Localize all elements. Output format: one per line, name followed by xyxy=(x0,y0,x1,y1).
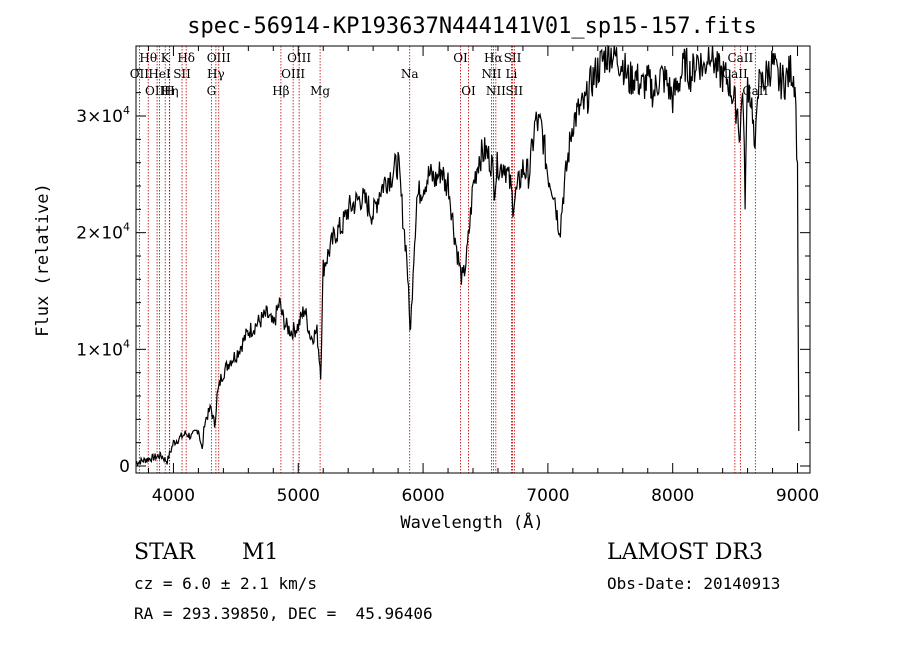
spectral-line-label: Hγ xyxy=(207,67,225,81)
spectral-line-label: SII xyxy=(505,84,523,98)
spectral-line-label: H xyxy=(164,84,174,98)
spectral-line-labels: Hθ OII OIII HeI K Hη SII H Hδ OIII Hγ G Hβ OIII OIII Mg… xyxy=(130,51,769,98)
x-tick-label: 6000 xyxy=(401,486,444,506)
x-tick-label: 4000 xyxy=(152,486,195,506)
x-tick-label: 8000 xyxy=(651,486,694,506)
plot-frame xyxy=(135,45,811,474)
redshift-value: cz = 6.0 ± 2.1 km/s xyxy=(134,574,318,593)
coordinates: RA = 293.39850, DEC = 45.96406 xyxy=(134,604,433,623)
spectral-line-label: Li xyxy=(506,67,518,81)
spectral-line-label: NII xyxy=(486,84,506,98)
observation-date: Obs-Date: 20140913 xyxy=(607,574,781,593)
object-class: STAR xyxy=(134,540,195,565)
x-tick-label: 5000 xyxy=(277,486,320,506)
spectral-line-label: Hθ xyxy=(139,51,157,65)
spectral-line-label: CaII xyxy=(727,51,753,65)
survey-name: LAMOST DR3 xyxy=(607,540,763,565)
x-tick-label: 7000 xyxy=(526,486,569,506)
spectral-line-label: OII xyxy=(130,67,150,81)
chart-title: spec-56914-KP193637N444141V01_sp15-157.f… xyxy=(187,14,757,39)
object-subclass: M1 xyxy=(242,540,279,565)
spectral-line-label: Hα xyxy=(484,51,503,65)
spectral-line-label: OIII xyxy=(281,67,305,81)
spectral-line-label: Hβ xyxy=(272,84,289,98)
spectral-line-label: K xyxy=(161,51,171,65)
spectral-line-label: Mg xyxy=(310,84,330,98)
spectral-line-label: OIII xyxy=(207,51,231,65)
spectrum-chart: spec-56914-KP193637N444141V01_sp15-157.f… xyxy=(33,14,819,533)
spectrum-series-line xyxy=(135,44,800,467)
spectral-line-label: OIII xyxy=(287,51,311,65)
y-tick-label: 0 xyxy=(119,457,130,477)
y-axis-label: Flux (relative) xyxy=(33,183,53,337)
spectral-line-label: Na xyxy=(401,67,419,81)
spectral-line-label: Hη xyxy=(161,84,179,98)
spectral-line-label: SII xyxy=(173,67,191,81)
x-axis-ticks: 4000 5000 6000 7000 8000 9000 xyxy=(147,46,819,506)
x-axis-label: Wavelength (Å) xyxy=(400,511,543,533)
spectral-line-label: HeI xyxy=(148,67,171,81)
y-axis-ticks: 0 1×104 2×104 3×104 xyxy=(76,68,810,477)
spectral-line-label: OIII xyxy=(145,84,169,98)
spectral-line-label: Hδ xyxy=(177,51,195,65)
y-tick-label: 2×104 xyxy=(76,221,130,244)
spectral-line-label: OI xyxy=(453,51,468,65)
spectral-line-label: G xyxy=(207,84,217,98)
x-tick-label: 9000 xyxy=(776,486,819,506)
spectral-line-label: NII xyxy=(481,67,501,81)
spectral-line-label: OI xyxy=(461,84,476,98)
y-tick-label: 1×104 xyxy=(76,337,130,360)
spectral-line-label: CaII xyxy=(722,67,748,81)
spectral-line-markers xyxy=(138,46,756,473)
y-tick-label: 3×104 xyxy=(76,104,130,127)
spectral-line-label: SII xyxy=(504,51,522,65)
